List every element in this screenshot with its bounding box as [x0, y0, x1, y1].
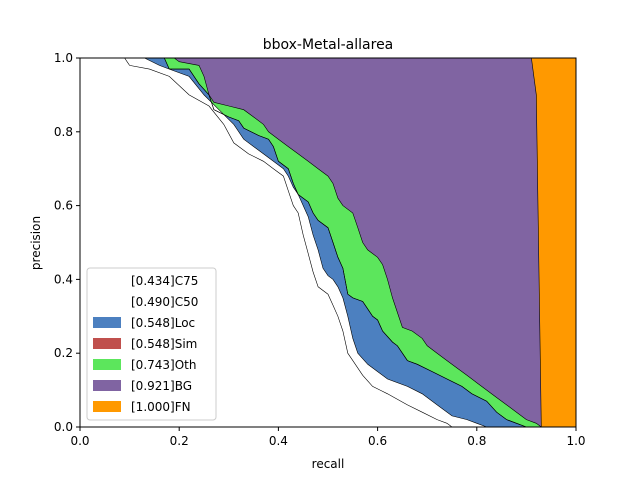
y-tick-label: 0.6 [54, 199, 73, 213]
legend-swatch [93, 275, 121, 286]
curve-0-490-c50 [80, 57, 487, 428]
legend-swatch [93, 401, 121, 412]
x-tick-label: 1.0 [566, 434, 585, 448]
legend-label: [0.743]Oth [131, 358, 196, 372]
legend-label: [0.548]Loc [131, 316, 195, 330]
x-tick-label: 0.0 [70, 434, 89, 448]
chart-title: bbox-Metal-allarea [263, 37, 394, 53]
legend-swatch [93, 296, 121, 307]
curve-0-548-sim [80, 57, 527, 428]
y-tick-label: 0.4 [54, 272, 73, 286]
x-axis-ticks: 0.0 0.2 0.4 0.6 0.8 1.0 [70, 427, 586, 448]
x-tick-label: 0.4 [269, 434, 288, 448]
legend-swatch [93, 338, 121, 349]
legend-label: [0.548]Sim [131, 337, 197, 351]
legend-label: [0.434]C75 [131, 274, 198, 288]
x-tick-label: 0.2 [170, 434, 189, 448]
legend-swatch [93, 359, 121, 370]
y-tick-label: 1.0 [54, 51, 73, 65]
legend: [0.434]C75 [0.490]C50 [0.548]Loc [0.548]Sim… [86, 267, 217, 421]
y-axis-label: precision [29, 216, 43, 270]
legend-label: [0.490]C50 [131, 295, 198, 309]
x-tick-label: 0.8 [467, 434, 486, 448]
y-axis-ticks: 0.0 0.2 0.4 0.6 0.8 1.0 [54, 51, 80, 434]
curve-0-434-c75 [80, 57, 453, 428]
y-tick-label: 0.8 [54, 125, 73, 139]
y-tick-label: 0.0 [54, 420, 73, 434]
legend-label: [0.921]BG [131, 379, 192, 393]
legend-swatch [93, 317, 121, 328]
legend-swatch [93, 380, 121, 391]
curve-0-743-oth [80, 57, 542, 428]
x-tick-label: 0.6 [368, 434, 387, 448]
legend-label: [1.000]FN [131, 400, 191, 414]
y-tick-label: 0.2 [54, 346, 73, 360]
plot-frame [79, 57, 577, 428]
x-axis-label: recall [312, 457, 345, 471]
